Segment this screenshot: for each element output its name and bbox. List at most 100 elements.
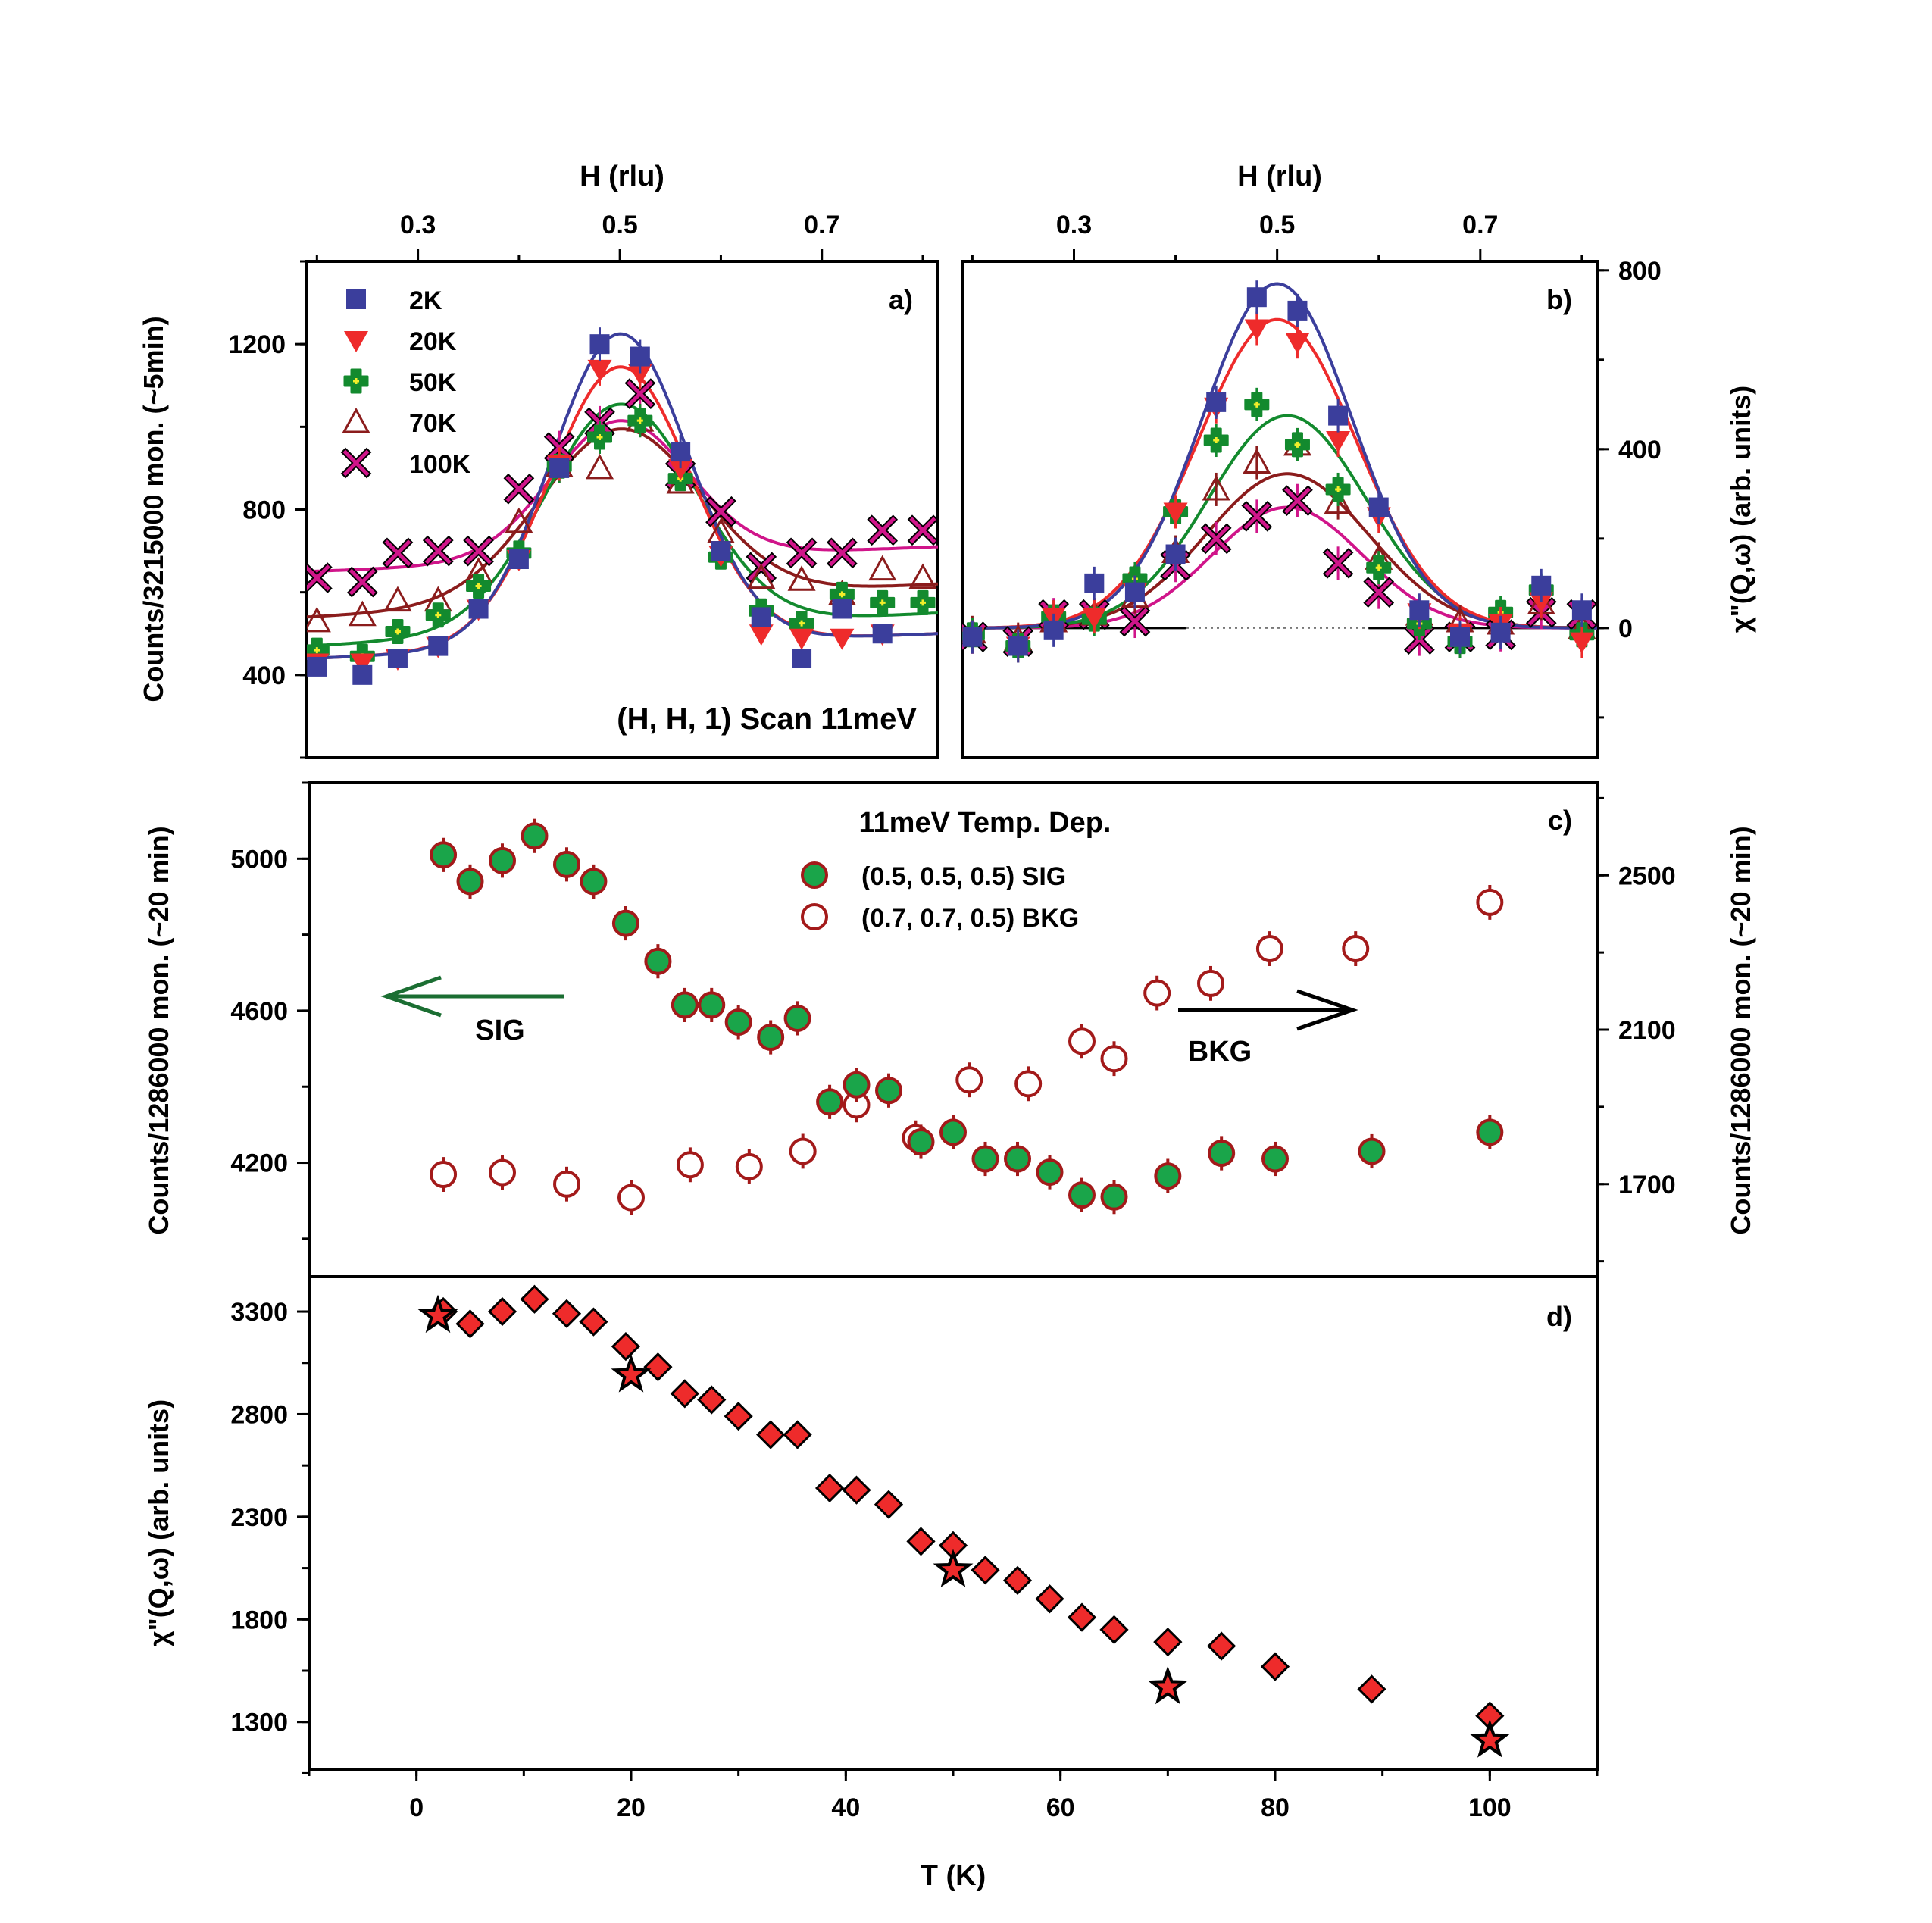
panel-b-x-tick-label: 0.5 — [1259, 211, 1295, 239]
panel-a-fits — [307, 332, 938, 660]
panel-b-point-2K — [1409, 600, 1430, 621]
panel-b-point-2K — [1328, 405, 1349, 426]
panel-b-points — [962, 280, 1597, 663]
star-point — [933, 1549, 974, 1587]
sig-point — [724, 1008, 752, 1036]
panel-a-point-100K-stroke — [307, 564, 330, 592]
bkg-point — [489, 1158, 516, 1187]
legend-marker-50K-center — [353, 378, 359, 384]
panel-a-point-100K — [827, 537, 858, 569]
panel-a-point-70K — [787, 565, 816, 591]
panel-b-point-20K — [1529, 592, 1554, 614]
panel-a-point-50K — [385, 619, 411, 645]
panel-b: b) H (rlu) χ"(Q,ω) (arb. units) 0.3 0.5 0.… — [961, 161, 1756, 759]
panel-b-point-50K — [1284, 432, 1310, 458]
panel-b-point-100K — [1200, 523, 1232, 555]
panel-a-point-20K — [587, 359, 612, 381]
panel-a-point-2K — [549, 458, 570, 478]
sig-arrow — [380, 975, 564, 1018]
diamond-point — [552, 1299, 582, 1328]
sig-point — [521, 822, 549, 850]
panel-a-point-2K — [468, 599, 489, 619]
panel-b-point-2K — [1206, 392, 1227, 412]
panel-b-point-2K — [1368, 497, 1389, 517]
sig-point — [971, 1145, 999, 1173]
panel-b-point-2K — [1571, 600, 1592, 621]
panel-a-point-100K — [503, 473, 535, 505]
panel-b-label: b) — [1546, 284, 1572, 315]
panel-b-point-2K — [1287, 300, 1308, 320]
panel-b-y-axis-label: χ"(Q,ω) (arb. units) — [1725, 386, 1756, 633]
panel-b-point-50K — [1244, 392, 1270, 417]
panel-c-y-axis-label: Counts/1286000 mon. (~20 min) — [143, 826, 174, 1234]
panel-a-x-axis-label: H (rlu) — [580, 161, 664, 192]
sig-point — [430, 841, 458, 869]
sig-point — [816, 1088, 844, 1116]
panel-b-point-100K — [1241, 500, 1273, 532]
panel-a-point-50K-center — [596, 433, 603, 440]
panel-b-point-2K — [962, 627, 983, 647]
panel-b-x-tick-label: 0.7 — [1462, 211, 1498, 239]
diamond-point — [1260, 1652, 1290, 1681]
panel-a-title: (H, H, 1) Scan 11meV — [617, 702, 917, 736]
diamond-point — [697, 1385, 727, 1415]
panel-a-points — [307, 327, 938, 685]
panel-b-point-20K — [1285, 333, 1310, 355]
panel-a-point-50K-center — [799, 620, 805, 627]
panel-b-point-50K-center — [1213, 437, 1220, 444]
panel-a-point-100K-stroke — [788, 539, 815, 567]
bkg-point — [1197, 969, 1224, 997]
sig-point — [580, 868, 608, 896]
sig-point — [1004, 1145, 1031, 1173]
panel-a-point-20K — [830, 628, 855, 650]
x-tick-label: 20 — [617, 1793, 646, 1822]
legend-label-70K: 70K — [409, 409, 457, 438]
legend-bkg-label: (0.7, 0.7, 0.5) BKG — [861, 904, 1079, 933]
panel-a-y-axis-label: Counts/3215000 mon. (~5min) — [138, 316, 169, 702]
panel-a-point-2K — [832, 599, 852, 619]
panel-b-y-tick-label: 800 — [1618, 257, 1662, 286]
panel-a-point-100K — [786, 537, 818, 569]
panel-a: a) (H, H, 1) Scan 11meV H (rlu) Counts/3… — [138, 161, 939, 759]
legend-bkg-marker — [801, 903, 828, 930]
panel-c: c) 11meV Temp. Dep. Counts/1286000 mon. … — [143, 781, 1756, 1278]
bkg-point — [1342, 935, 1370, 963]
panel-a-point-100K — [382, 537, 414, 569]
legend-sig-marker — [801, 861, 828, 889]
diamond-point — [842, 1475, 871, 1505]
panel-b-point-50K — [1325, 477, 1351, 502]
bkg-point — [676, 1151, 704, 1179]
sig-point — [939, 1118, 967, 1146]
bkg-point — [735, 1152, 763, 1180]
panel-a-point-100K-stroke — [505, 475, 533, 502]
diamond-point — [643, 1352, 673, 1382]
sig-point — [698, 991, 726, 1019]
panel-a-point-20K — [627, 364, 652, 386]
panel-a-point-50K — [587, 424, 613, 450]
diamond-point — [1002, 1565, 1033, 1595]
panel-a-point-20K — [749, 624, 774, 646]
panel-a-point-100K-stroke — [424, 537, 452, 564]
diamond-point — [1357, 1674, 1386, 1704]
sig-point — [671, 991, 699, 1019]
diamond-point — [724, 1402, 753, 1431]
legend-marker-20K — [344, 331, 368, 352]
diamond-point — [756, 1420, 786, 1449]
panel-a-point-70K — [383, 586, 412, 612]
panel-a-point-70K — [868, 555, 897, 581]
panel-a-point-50K-center — [920, 599, 927, 606]
panel-b-point-100K — [1119, 605, 1151, 637]
diamond-point — [520, 1284, 549, 1314]
panel-a-point-50K — [466, 573, 492, 599]
sig-point — [875, 1077, 902, 1105]
diamond-point — [455, 1309, 485, 1339]
panel-a-y-tick-label: 1200 — [228, 330, 286, 359]
star-point — [1147, 1665, 1188, 1705]
panel-a-point-100K — [867, 514, 899, 546]
panel-c-title: 11meV Temp. Dep. — [859, 807, 1111, 839]
bkg-point — [789, 1137, 817, 1165]
panel-a-fit-70K — [307, 427, 938, 619]
star-point — [417, 1294, 458, 1334]
star-point — [611, 1354, 652, 1393]
